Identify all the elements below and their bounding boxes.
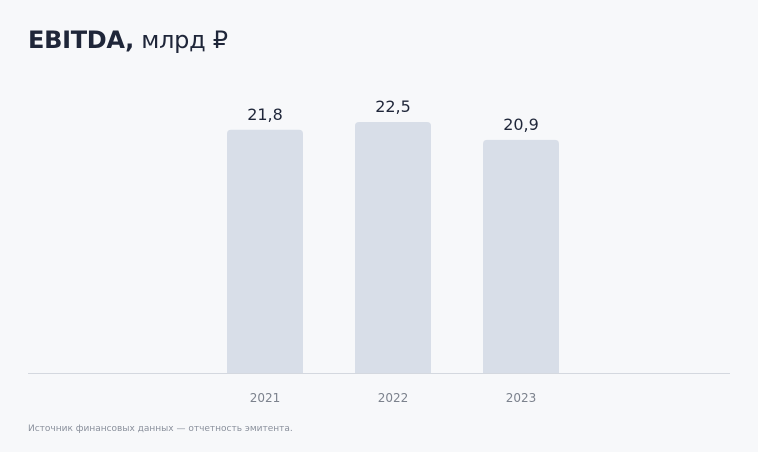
x-tick-label-2021: 2021 [250, 391, 281, 405]
x-tick-label-2023: 2023 [506, 391, 537, 405]
data-label-2023: 20,9 [503, 115, 539, 134]
data-label-2022: 22,5 [375, 97, 411, 116]
title-main: EBITDA, [28, 26, 134, 54]
footnote: Источник финансовых данных — отчетность … [28, 424, 293, 434]
bar-2022 [355, 122, 431, 373]
title-unit: млрд ₽ [141, 26, 228, 54]
chart-title: EBITDA, млрд ₽ [28, 26, 228, 54]
data-label-2021: 21,8 [247, 105, 283, 124]
x-tick-label-2022: 2022 [378, 391, 409, 405]
bar-2023 [483, 139, 559, 373]
bar-2021 [227, 129, 303, 373]
